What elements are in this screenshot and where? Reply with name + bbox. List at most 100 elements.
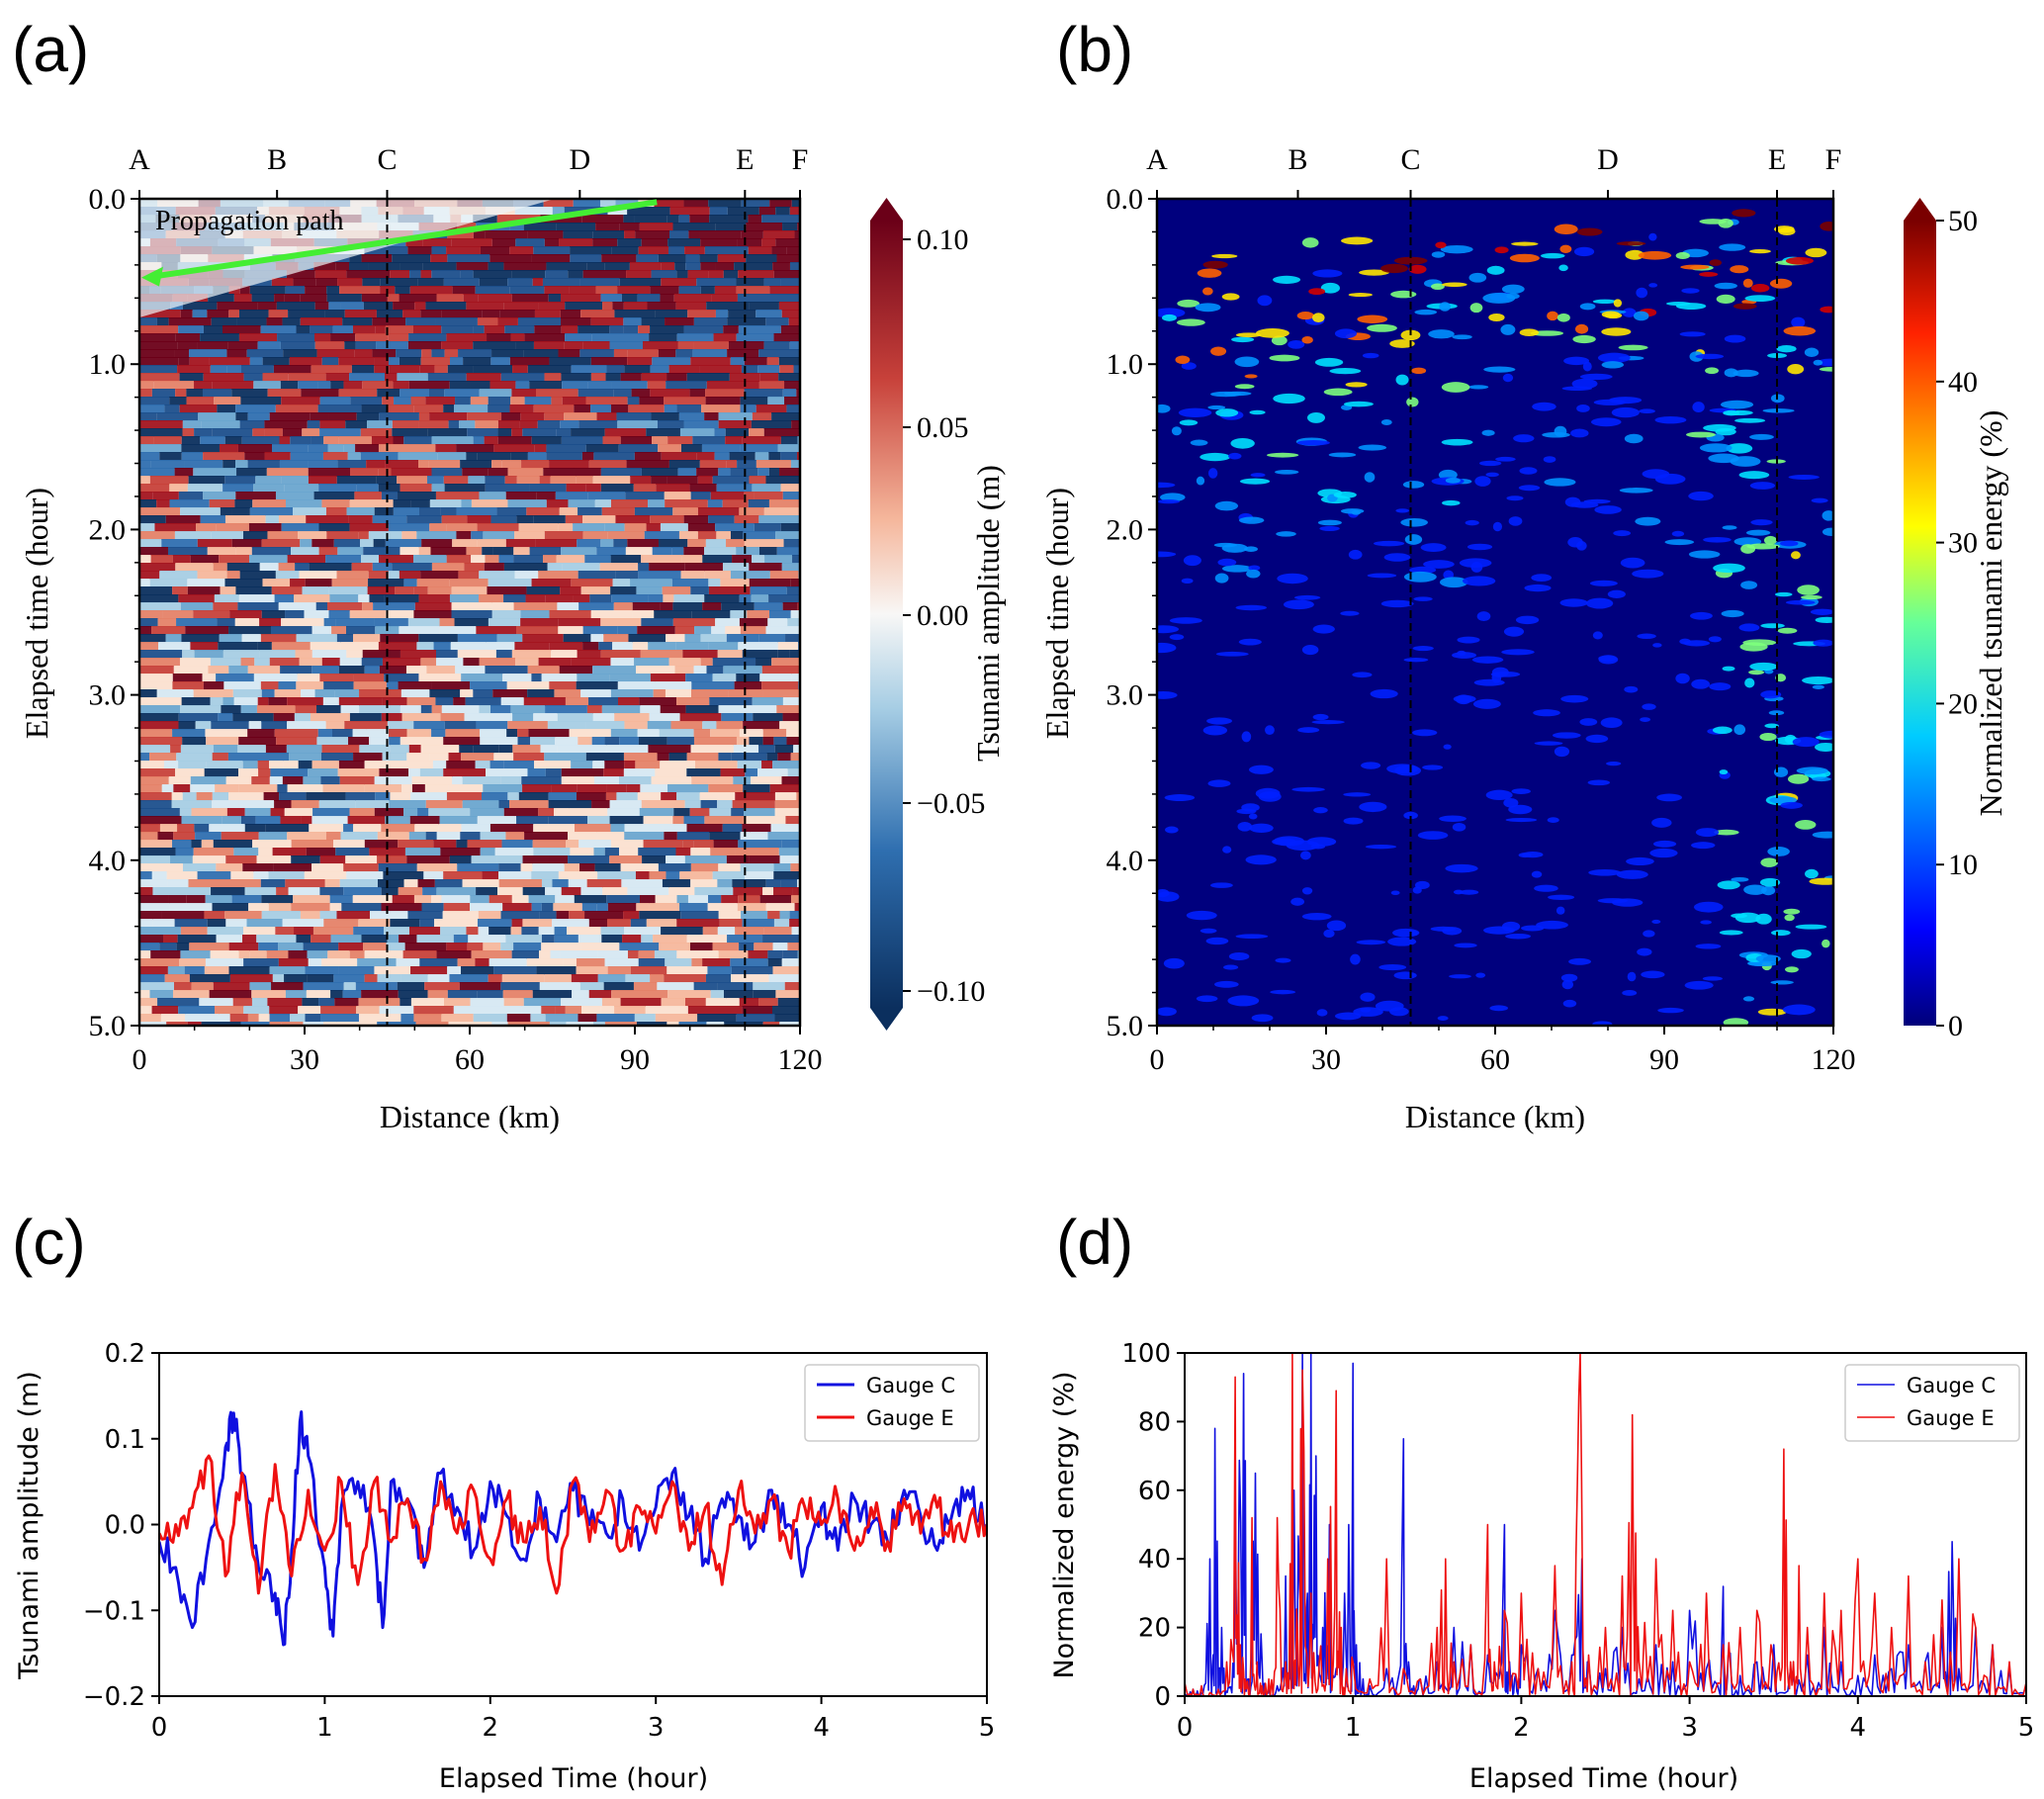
heatmap-a-cell: [258, 768, 271, 777]
heatmap-b-blob: [1749, 248, 1771, 254]
heatmap-a-cell: [767, 618, 788, 627]
y-tick-label: 0.1: [105, 1425, 145, 1455]
heatmap-a-cell: [224, 515, 266, 524]
heatmap-b-blob: [1683, 640, 1711, 647]
heatmap-b-blob: [1311, 720, 1345, 725]
heatmap-a-cell: [243, 1006, 270, 1015]
heatmap-a-cell: [180, 927, 208, 936]
heatmap-b-blob: [1393, 971, 1417, 980]
heatmap-a-cell: [257, 302, 277, 311]
heatmap-a-cell: [360, 452, 399, 461]
heatmap-b-blob: [1402, 481, 1425, 489]
heatmap-a-cell: [398, 840, 434, 849]
heatmap-b-blob: [1743, 884, 1767, 895]
heatmap-b-blob: [1485, 472, 1499, 478]
heatmap-b-blob: [1319, 525, 1340, 532]
heatmap-a-cell: [379, 555, 413, 564]
heatmap-a-cell: [686, 768, 721, 777]
heatmap-b-blob: [1705, 367, 1720, 375]
heatmap-a-cell: [636, 1022, 667, 1026]
heatmap-a-cell: [326, 602, 363, 611]
heatmap-b-blob: [1414, 309, 1438, 315]
heatmap-b-blob: [1215, 651, 1249, 657]
heatmap-a-cell: [358, 998, 400, 1007]
heatmap-b-blob: [1228, 452, 1242, 460]
heatmap-b-blob: [1619, 488, 1653, 494]
heatmap-a-cell: [224, 911, 262, 920]
heatmap-a-cell: [791, 927, 800, 936]
heatmap-a-cell: [549, 1022, 567, 1026]
heatmap-a-cell: [441, 705, 480, 714]
heatmap-a-cell: [488, 618, 521, 627]
heatmap-a-cell: [463, 658, 480, 667]
heatmap-a-cell: [758, 745, 775, 754]
heatmap-a-cell: [435, 444, 457, 453]
heatmap-a-cell: [609, 674, 651, 682]
heatmap-a-cell: [400, 705, 421, 714]
heatmap-a-cell: [521, 460, 550, 469]
heatmap-a-cell: [590, 317, 624, 326]
heatmap-a-cell: [707, 903, 738, 912]
heatmap-a-cell: [440, 927, 467, 936]
heatmap-a-cell: [139, 563, 176, 572]
heatmap-a-cell: [149, 990, 173, 999]
heatmap-b-blob: [1468, 272, 1487, 283]
heatmap-a-cell: [624, 365, 651, 374]
heatmap-a-cell: [748, 950, 768, 959]
heatmap-b-blob: [1780, 801, 1803, 809]
heatmap-a-cell: [184, 460, 223, 469]
heatmap-a-cell: [444, 389, 480, 398]
heatmap-a-cell: [786, 737, 800, 746]
heatmap-a-cell: [318, 484, 357, 493]
heatmap-a-cell: [247, 460, 280, 469]
heatmap-a-cell: [501, 974, 545, 983]
heatmap-a-cell: [471, 555, 486, 564]
heatmap-a-cell: [496, 507, 527, 516]
heatmap-a-cell: [789, 341, 800, 350]
heatmap-b-blob: [1326, 920, 1347, 932]
heatmap-b-blob: [1760, 857, 1778, 867]
heatmap-a-cell: [712, 943, 740, 951]
heatmap-a-cell: [503, 262, 547, 271]
heatmap-a-cell: [172, 729, 206, 738]
heatmap-a-cell: [782, 950, 798, 959]
heatmap-a-cell: [489, 381, 516, 390]
heatmap-a-cell: [260, 681, 279, 690]
heatmap-a-cell: [647, 302, 676, 311]
heatmap-a-cell: [636, 903, 650, 912]
heatmap-a-cell: [554, 927, 567, 936]
heatmap-a-cell: [211, 887, 245, 896]
heatmap-b-blob: [1314, 357, 1344, 367]
heatmap-a-cell: [189, 349, 227, 358]
heatmap-a-cell: [552, 879, 569, 888]
heatmap-b-blob: [1207, 405, 1226, 410]
heatmap-a-cell: [337, 278, 363, 287]
linechart-d-xlabel: Elapsed Time (hour): [1469, 1763, 1738, 1794]
heatmap-a-cell: [351, 563, 373, 572]
heatmap-a-cell: [604, 1022, 637, 1026]
heatmap-a-cell: [682, 650, 718, 659]
colorbar-a-tick-label: 0.00: [917, 599, 969, 632]
heatmap-b-blob: [1699, 443, 1733, 453]
heatmap-b-blob: [1679, 331, 1706, 337]
heatmap-a-cell: [773, 863, 791, 872]
heatmap-a-cell: [372, 317, 406, 326]
heatmap-b-blob: [1202, 725, 1228, 736]
heatmap-a-cell: [404, 943, 447, 951]
heatmap-a-cell: [310, 642, 341, 651]
heatmap-a-cell: [291, 855, 320, 864]
heatmap-a-cell: [582, 341, 610, 350]
heatmap-a-cell: [690, 848, 711, 856]
heatmap-a-cell: [731, 753, 767, 762]
linechart-d-legend: Gauge C Gauge E: [1844, 1364, 2020, 1442]
heatmap-b-blob: [1334, 328, 1358, 339]
heatmap-b-blob: [1759, 732, 1777, 742]
heatmap-a-cell: [561, 325, 578, 334]
heatmap-a-cell: [339, 286, 381, 295]
series-line-gauge-c: [159, 1410, 987, 1647]
heatmap-a-cell: [534, 310, 561, 318]
heatmap-a-cell: [781, 310, 800, 318]
heatmap-b-blob: [1202, 260, 1228, 269]
heatmap-a-cell: [726, 998, 740, 1007]
heatmap-a-cell: [793, 365, 800, 374]
